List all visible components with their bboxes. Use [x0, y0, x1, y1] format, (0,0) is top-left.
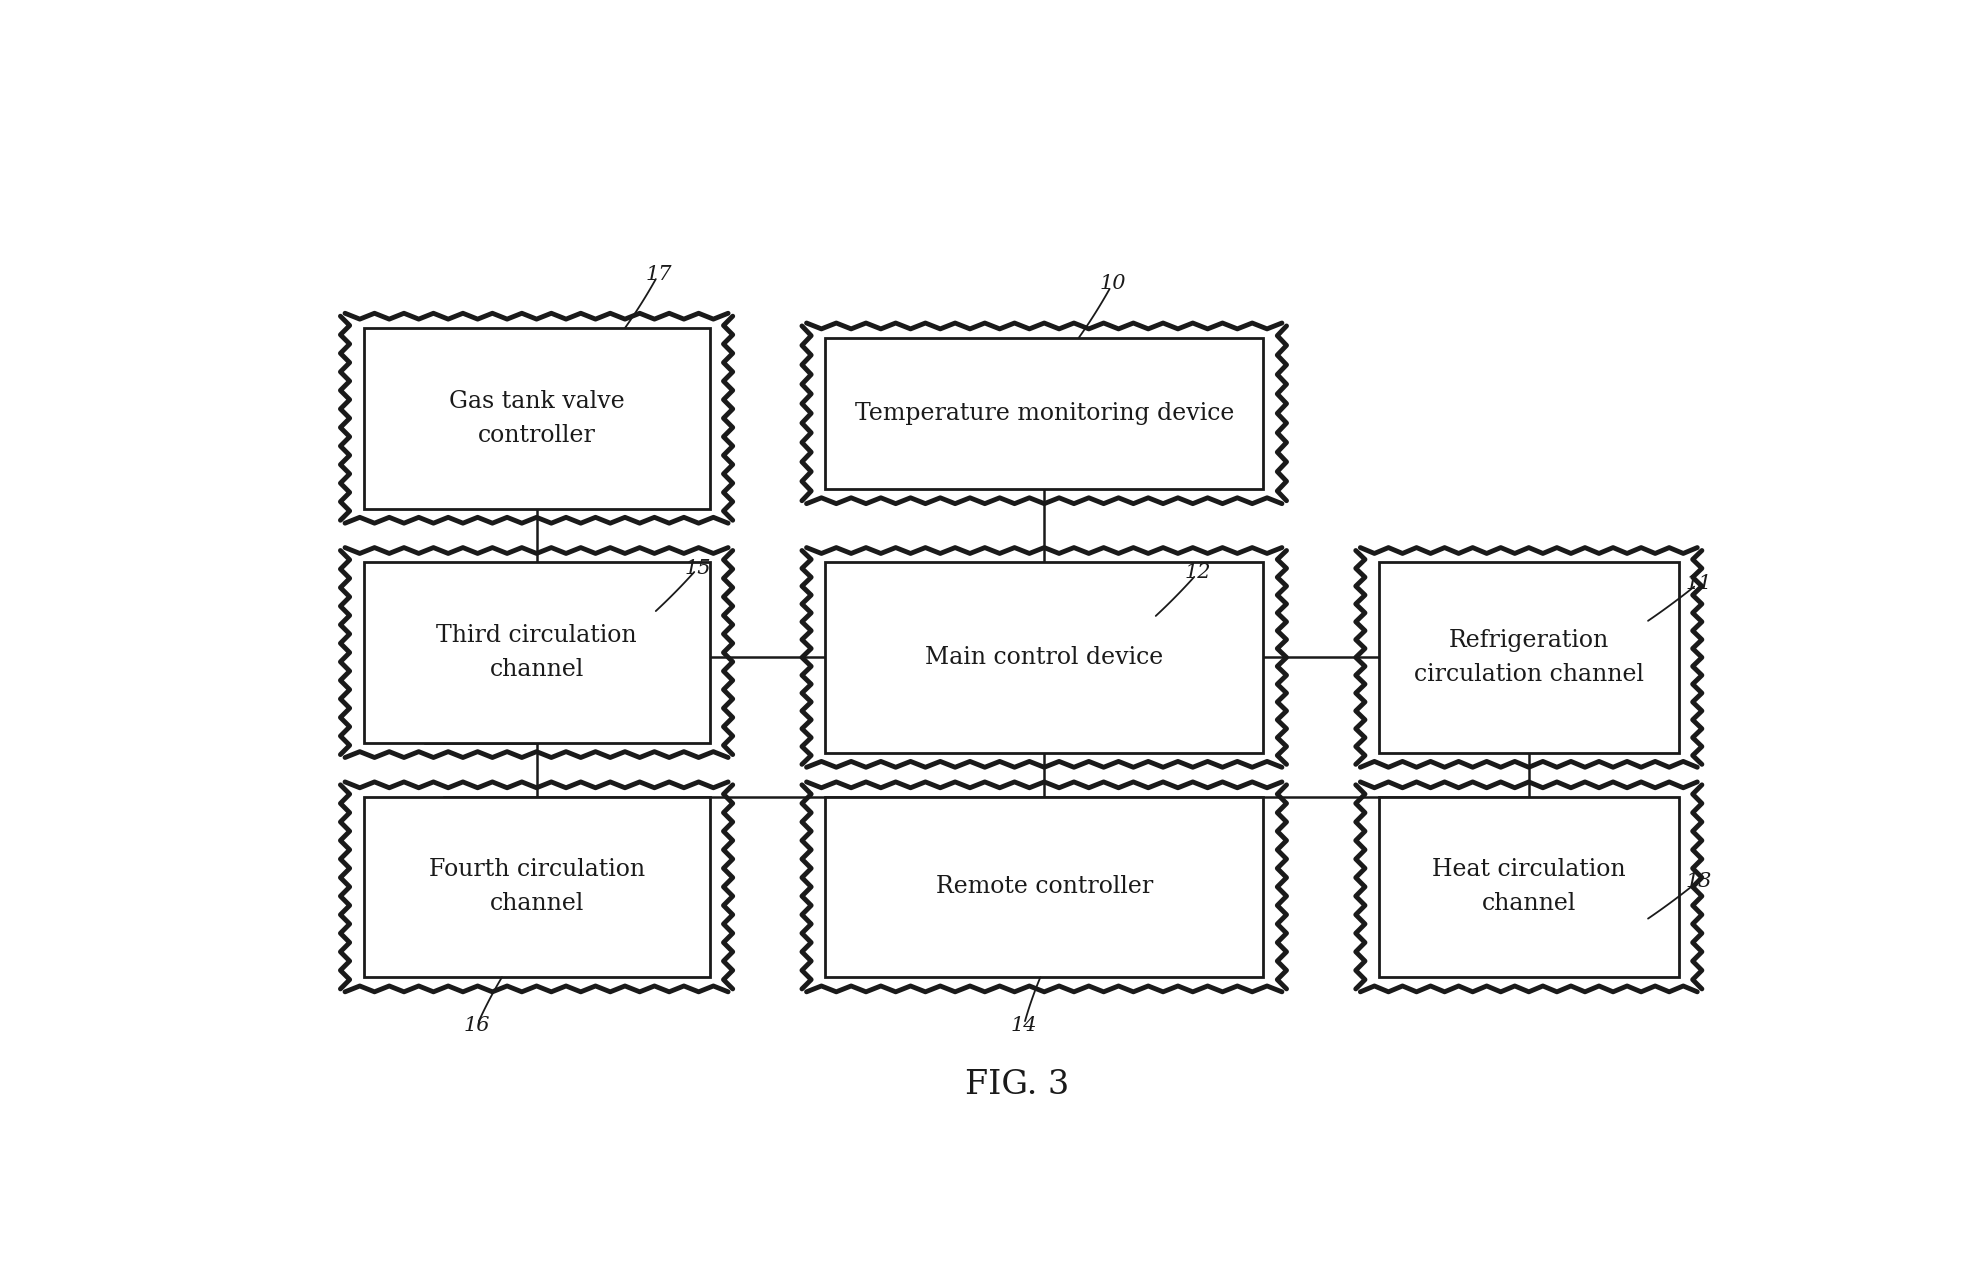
- Text: Heat circulation
channel: Heat circulation channel: [1431, 858, 1626, 915]
- Text: Refrigeration
circulation channel: Refrigeration circulation channel: [1413, 629, 1644, 686]
- Bar: [363, 796, 711, 978]
- Text: 10: 10: [1100, 274, 1125, 293]
- Bar: [1380, 562, 1679, 753]
- Text: Main control device: Main control device: [925, 645, 1163, 670]
- Bar: [826, 337, 1264, 489]
- Text: FIG. 3: FIG. 3: [965, 1069, 1070, 1101]
- Text: Third circulation
channel: Third circulation channel: [437, 624, 637, 681]
- Text: 11: 11: [1685, 573, 1713, 592]
- Text: 13: 13: [1685, 871, 1713, 890]
- Text: 15: 15: [685, 559, 711, 578]
- Bar: [826, 796, 1264, 978]
- Bar: [826, 796, 1264, 978]
- Bar: [826, 562, 1264, 753]
- Bar: [826, 562, 1264, 753]
- Bar: [363, 562, 711, 743]
- Bar: [363, 328, 711, 508]
- Bar: [1380, 796, 1679, 978]
- Text: 12: 12: [1185, 563, 1211, 582]
- Bar: [1380, 562, 1679, 753]
- Bar: [363, 328, 711, 508]
- Text: 14: 14: [1010, 1016, 1036, 1035]
- Bar: [826, 337, 1264, 489]
- Text: Fourth circulation
channel: Fourth circulation channel: [429, 858, 645, 915]
- Text: Temperature monitoring device: Temperature monitoring device: [856, 402, 1235, 425]
- Text: 16: 16: [463, 1016, 490, 1035]
- Text: Gas tank valve
controller: Gas tank valve controller: [449, 389, 625, 446]
- Bar: [363, 796, 711, 978]
- Bar: [1380, 796, 1679, 978]
- Bar: [363, 562, 711, 743]
- Text: Remote controller: Remote controller: [935, 875, 1153, 898]
- Text: 17: 17: [645, 265, 673, 284]
